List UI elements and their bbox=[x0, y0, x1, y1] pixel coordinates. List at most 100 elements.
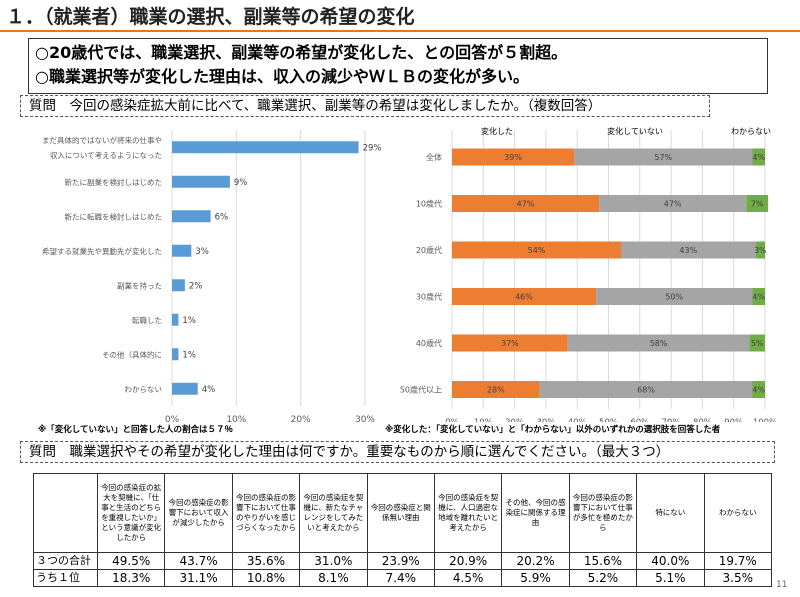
data-label: 43% bbox=[679, 246, 697, 255]
category-label: 30歳代 bbox=[416, 292, 442, 302]
bar-segment bbox=[752, 288, 765, 305]
category-label: 新たに副業を検討しはじめた bbox=[65, 177, 163, 187]
table-cell: 4.5% bbox=[433, 569, 503, 587]
table-header: 今回の感染症の拡大を契機に、「仕事と生活のどちらを重視したいか」という意識が変化… bbox=[96, 473, 166, 553]
bar-segment bbox=[595, 288, 753, 305]
reasons-table: 今回の感染症の拡大を契機に、「仕事と生活のどちらを重視したいか」という意識が変化… bbox=[33, 473, 773, 587]
category-label: 新たに転職を検討しはじめた bbox=[65, 211, 163, 221]
bar-segment bbox=[749, 334, 765, 352]
bar-segment bbox=[452, 288, 596, 305]
bar bbox=[172, 141, 359, 154]
category-label: 40歳代 bbox=[416, 338, 442, 348]
category-label: 転職した bbox=[132, 316, 162, 325]
data-label: 28% bbox=[487, 386, 505, 395]
note-right: ※変化した：「変化していない」と「わからない」以外のいずれかの選択肢を回答した者 bbox=[385, 425, 721, 435]
category-label: 収入について考えるようになった bbox=[50, 151, 162, 160]
category-label: 副業を持った bbox=[117, 280, 162, 290]
row-label: ３つの合計 bbox=[33, 552, 98, 570]
table-cell: 3.5% bbox=[703, 569, 773, 587]
table-cell: 5.1% bbox=[636, 569, 705, 587]
table-cell: 49.5% bbox=[96, 552, 166, 570]
table-header: 今回の感染症を契機に、人口過密な地域を離れたいと考えたから bbox=[433, 473, 503, 553]
x-tick-label: 20% bbox=[291, 415, 311, 422]
data-label: 6% bbox=[215, 212, 229, 222]
summary-line-1: ○20歳代では、職業選択、副業等の希望が変化した、との回答が５割超。 bbox=[35, 43, 568, 62]
x-tick-label: 100% bbox=[753, 418, 777, 422]
table-header: その他、今回の感染症に関係する理由 bbox=[501, 473, 570, 553]
table-cell: 31.0% bbox=[299, 552, 368, 570]
category-label: 50歳代以上 bbox=[400, 385, 442, 395]
x-tick-label: 60% bbox=[630, 418, 649, 422]
data-label: 3% bbox=[754, 246, 767, 255]
x-tick-label: 20% bbox=[505, 418, 524, 422]
table-cell: 10.8% bbox=[231, 569, 301, 587]
table-header: 今回の感染症と関係無い理由 bbox=[366, 473, 435, 553]
category-label: 希望する就業先や異動先が変化した bbox=[42, 246, 162, 256]
data-label: 29% bbox=[363, 143, 382, 153]
bar bbox=[172, 210, 211, 223]
table-header-row: 今回の感染症の拡大を契機に、「仕事と生活のどちらを重視したいか」という意識が変化… bbox=[33, 473, 773, 553]
x-tick-label: 90% bbox=[724, 418, 743, 422]
x-tick-label: 30% bbox=[355, 415, 375, 422]
data-label: 37% bbox=[501, 339, 519, 348]
data-label: 68% bbox=[637, 386, 655, 395]
data-label: 54% bbox=[528, 246, 546, 255]
legend-label: わからない bbox=[731, 127, 771, 136]
note-left: ※「変化していない」と回答した人の割合は５７％ bbox=[38, 425, 234, 435]
data-label: 47% bbox=[517, 200, 535, 209]
table-header: 今回の感染症の影響下において仕事が多忙を極めたから bbox=[568, 473, 638, 553]
category-label: わからない bbox=[125, 385, 163, 394]
table-cell: 23.9% bbox=[366, 552, 435, 570]
bar-segment bbox=[599, 195, 747, 212]
table-row: ３つの合計 49.5% 43.7% 35.6% 31.0% 23.9% 20.9… bbox=[33, 552, 773, 570]
bar-segment bbox=[452, 148, 575, 166]
legend-label: 変化していない bbox=[607, 126, 663, 136]
data-label: 1% bbox=[182, 316, 196, 326]
x-tick-label: 0% bbox=[445, 418, 459, 422]
data-label: 58% bbox=[650, 339, 668, 348]
data-label: 9% bbox=[234, 178, 248, 188]
x-tick-label: 30% bbox=[536, 418, 555, 422]
summary-box: ○20歳代では、職業選択、副業等の希望が変化した、との回答が５割超。 ○職業選択… bbox=[28, 38, 768, 94]
title-underline bbox=[0, 30, 800, 32]
data-label: 47% bbox=[664, 200, 682, 209]
right-stacked-bar-chart: 0% 10% 20% 30% 40% 50% 60% 70% 80% 90% 100% 変化した 変化し… bbox=[400, 126, 777, 422]
table-cell: 18.3% bbox=[96, 569, 166, 587]
table-corner bbox=[33, 473, 98, 553]
bar bbox=[172, 279, 185, 292]
table-cell: 20.2% bbox=[501, 552, 570, 570]
question-1: 質問 今回の感染症拡大前に比べて、職業選択、副業等の希望は変化しましたか。（複数… bbox=[20, 95, 710, 117]
bar-segment bbox=[567, 334, 750, 352]
bar bbox=[172, 382, 198, 395]
table-cell: 7.4% bbox=[366, 569, 435, 587]
x-tick-label: 10% bbox=[474, 418, 493, 422]
bar-segment bbox=[574, 148, 753, 166]
data-label: 7% bbox=[751, 200, 764, 209]
category-label: まだ具体的ではないが将来の仕事や bbox=[42, 135, 162, 145]
bar-segment bbox=[452, 334, 568, 352]
category-label: 10歳代 bbox=[416, 199, 442, 209]
bar-segment bbox=[452, 195, 600, 212]
table-cell: 31.1% bbox=[164, 569, 233, 587]
data-label: 1% bbox=[182, 350, 196, 360]
bar bbox=[172, 313, 179, 326]
category-label: 全体 bbox=[426, 152, 442, 162]
x-tick-label: 10% bbox=[226, 415, 246, 422]
page-number: 11 bbox=[776, 580, 788, 590]
bar bbox=[172, 175, 230, 188]
row-label: うち１位 bbox=[33, 569, 98, 587]
x-tick-label: 70% bbox=[662, 418, 681, 422]
data-label: 4% bbox=[752, 386, 765, 395]
page-title: １．（就業者）職業の選択、副業等の希望の変化 bbox=[6, 6, 415, 28]
data-label: 2% bbox=[189, 281, 203, 291]
bar bbox=[172, 244, 192, 257]
data-label: 4% bbox=[752, 293, 765, 302]
table-cell: 19.7% bbox=[703, 552, 773, 570]
left-bar-chart: 0% 10% 20% 30% 29% まだ具体的ではないが将来の仕事や収入について考えるよ… bbox=[42, 130, 382, 422]
bar-segment bbox=[752, 148, 765, 166]
question-2: 質問 職業選択やその希望が変化した理由は何ですか。重要なものから順に選んでくださ… bbox=[20, 441, 775, 463]
data-label: 50% bbox=[665, 293, 683, 302]
table-cell: 40.0% bbox=[636, 552, 705, 570]
bar-segment bbox=[621, 241, 756, 259]
table-cell: 20.9% bbox=[433, 552, 503, 570]
